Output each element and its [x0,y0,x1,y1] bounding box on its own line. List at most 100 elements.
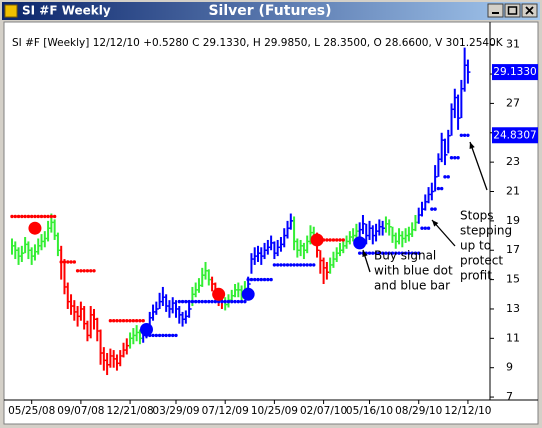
y-tick-label: 27 [506,96,520,109]
stop-dot [193,299,198,304]
stop-dot [115,319,119,323]
stop-dot [417,251,421,255]
stop-dot [387,251,391,255]
stop-dot [85,269,90,273]
stop-dot [20,214,24,219]
signal-dot [212,287,226,301]
y-tick-label: 31 [506,38,520,51]
annotation-text: and blue bar [374,279,450,293]
stop-dot [89,269,93,273]
stop-dot [177,299,181,304]
x-tick-label: 07/12/09 [202,405,249,417]
window-title: SI #F Weekly [22,4,111,18]
stop-dot [190,299,195,304]
stop-dot [69,260,73,264]
stop-dot [210,299,214,304]
stop-dot [390,251,395,255]
stop-dot [10,214,14,219]
title-bar [2,2,540,20]
x-tick-label: 10/25/09 [251,405,298,417]
last-stop-box [492,127,538,144]
stop-dot [253,277,257,282]
stop-dot [33,214,37,219]
annotation-text: with blue dot [374,264,453,278]
stop-dot [151,333,155,338]
stop-dot [59,260,63,264]
last-price-box [492,64,538,81]
last-price-label: 29.1330 [493,66,536,78]
stop-dot [298,263,303,267]
stop-dot [305,263,309,267]
stop-dot [262,277,267,282]
stop-dot [269,277,273,282]
annotation-text: stepping [460,224,512,238]
stop-dot [312,263,316,267]
stop-dot [397,251,401,255]
stop-dot [203,299,208,304]
stop-dot [282,263,286,267]
annotation-text: up to [460,239,491,253]
stop-dot [420,226,424,230]
chart-area [3,21,539,425]
stop-dot [13,214,17,219]
stop-dot [443,175,447,179]
stop-dot [230,299,234,304]
close-glyph [525,6,534,15]
x-tick-label: 12/21/08 [106,405,153,417]
stop-dot [92,269,96,273]
stop-dot [459,133,464,137]
stop-dot [29,214,34,219]
stop-dot [439,186,444,191]
stop-dot [233,299,237,304]
stop-dot [154,333,159,338]
signal-dot [139,323,153,337]
chart-header: SI #F [Weekly] 12/12/10 +0.5280 C 29.133… [12,37,504,49]
y-tick-label: 19 [506,214,520,227]
stop-dot [331,238,336,242]
signal-dot [241,287,255,301]
stop-dot [236,299,241,304]
annotation-text: Stops [460,209,494,223]
x-tick-label: 09/07/08 [57,405,104,417]
stop-dot [249,277,254,282]
stop-dot [453,156,457,160]
stop-dot [200,299,204,304]
stop-dot [436,186,441,191]
stop-dot [246,277,250,282]
stop-dot [213,299,218,304]
stop-dot [449,156,454,160]
stop-dot [400,251,405,255]
stop-dot [131,319,136,323]
stop-dot [197,299,201,304]
stop-dot [184,299,188,304]
chart-title: Silver (Futures) [208,3,331,19]
maximize-glyph [507,6,518,15]
stop-dot [256,277,260,282]
stop-dot [328,238,332,242]
stop-dot [243,299,247,304]
stop-dot [216,299,221,304]
stop-dot [341,238,345,242]
minimize-button[interactable] [487,3,504,18]
window-buttons [487,3,538,18]
annotation-text: profit [460,269,492,283]
stop-dot [466,133,470,137]
stop-dot [72,260,77,264]
stop-dot [141,319,145,323]
stop-dot [308,263,313,267]
y-tick-label: 23 [506,155,520,168]
stop-dot [295,263,300,267]
stop-dot [108,319,113,323]
arrow-head [362,250,368,257]
stop-dot [302,263,306,267]
stop-dot [384,251,388,255]
signal-dot [28,221,42,235]
last-stop-label: 24.8307 [493,129,536,141]
maximize-button[interactable] [504,3,521,18]
stop-dot [413,251,418,255]
x-tick-label: 05/25/08 [8,405,55,417]
stop-dot [430,207,434,211]
stop-dot [266,277,270,282]
stop-dot [180,299,185,304]
stop-dot [39,214,44,219]
